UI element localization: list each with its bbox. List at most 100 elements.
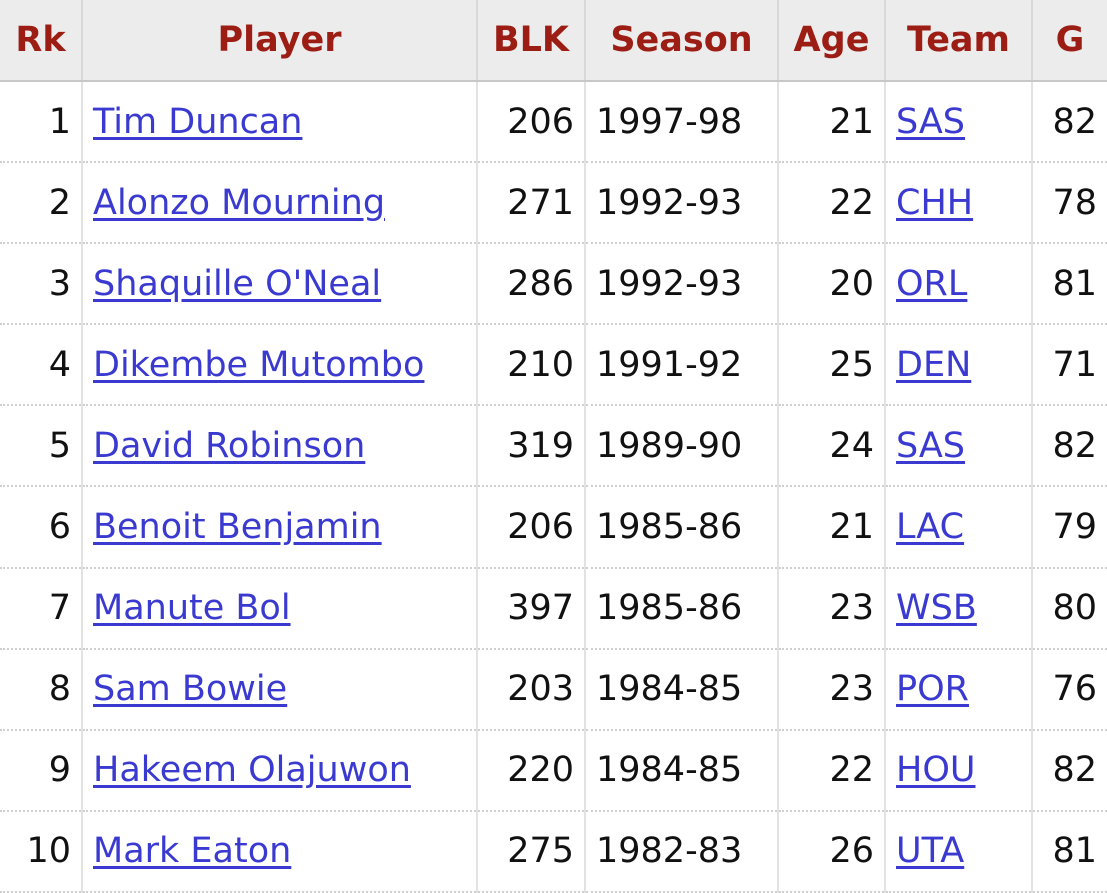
table-cell: David Robinson <box>81 405 477 488</box>
team-link[interactable]: WSB <box>896 588 977 629</box>
team-link[interactable]: LAC <box>896 507 965 548</box>
table-cell: 7 <box>0 567 82 650</box>
player-link[interactable]: Tim Duncan <box>93 101 303 142</box>
table-cell: 6 <box>0 486 82 569</box>
table-cell: LAC <box>884 486 1032 569</box>
table-row: 3 Shaquille O'Neal 286 1992-93 20 ORL 81 <box>0 243 1107 326</box>
table-cell: 26 <box>777 810 885 893</box>
column-header: Rk <box>0 0 82 82</box>
table-cell: 71 <box>1031 324 1107 407</box>
column-header: Team <box>884 0 1032 82</box>
table-body: 1 Tim Duncan 206 1997-98 21 SAS 82 2 Alonzo Mour… <box>0 81 1107 893</box>
table-cell: 1997-98 <box>584 81 778 164</box>
table-cell: 1984-85 <box>584 648 778 731</box>
player-link[interactable]: Dikembe Mutombo <box>93 344 425 385</box>
table-cell: 275 <box>476 810 585 893</box>
table-cell: UTA <box>884 810 1032 893</box>
table-cell: 76 <box>1031 648 1107 731</box>
header-row: Rk Player BLK Season Age Team G <box>0 0 1107 82</box>
table-cell: 21 <box>777 486 885 569</box>
table-cell: 4 <box>0 324 82 407</box>
table-cell: 81 <box>1031 243 1107 326</box>
table-cell: 1 <box>0 81 82 164</box>
player-link[interactable]: Manute Bol <box>93 588 291 629</box>
table-row: 10 Mark Eaton 275 1982-83 26 UTA 81 <box>0 810 1107 893</box>
team-link[interactable]: ORL <box>896 263 968 304</box>
column-header: Player <box>81 0 477 82</box>
player-link[interactable]: Shaquille O'Neal <box>93 263 382 304</box>
team-link[interactable]: POR <box>896 669 969 710</box>
table-cell: 5 <box>0 405 82 488</box>
player-link[interactable]: Sam Bowie <box>93 669 288 710</box>
table-cell: 82 <box>1031 405 1107 488</box>
team-link[interactable]: UTA <box>896 831 965 872</box>
table-cell: 79 <box>1031 486 1107 569</box>
player-link[interactable]: David Robinson <box>93 425 366 466</box>
table-cell: 397 <box>476 567 585 650</box>
table-cell: 81 <box>1031 810 1107 893</box>
table-cell: 78 <box>1031 162 1107 245</box>
table-cell: 1992-93 <box>584 243 778 326</box>
column-header: BLK <box>476 0 585 82</box>
table-cell: 1984-85 <box>584 729 778 812</box>
table-cell: 1991-92 <box>584 324 778 407</box>
table-cell: Mark Eaton <box>81 810 477 893</box>
table-cell: SAS <box>884 81 1032 164</box>
table-cell: 9 <box>0 729 82 812</box>
table-cell: DEN <box>884 324 1032 407</box>
table-row: 2 Alonzo Mourning 271 1992-93 22 CHH 78 <box>0 162 1107 245</box>
table-cell: 80 <box>1031 567 1107 650</box>
table-cell: SAS <box>884 405 1032 488</box>
table-row: 6 Benoit Benjamin 206 1985-86 21 LAC 79 <box>0 486 1107 569</box>
table-cell: 1989-90 <box>584 405 778 488</box>
table-cell: 22 <box>777 729 885 812</box>
team-link[interactable]: CHH <box>896 182 974 223</box>
table-cell: 286 <box>476 243 585 326</box>
table-cell: 20 <box>777 243 885 326</box>
table-row: 9 Hakeem Olajuwon 220 1984-85 22 HOU 82 <box>0 729 1107 812</box>
table-row: 8 Sam Bowie 203 1984-85 23 POR 76 <box>0 648 1107 731</box>
table-cell: Hakeem Olajuwon <box>81 729 477 812</box>
table-cell: 10 <box>0 810 82 893</box>
table-cell: 319 <box>476 405 585 488</box>
player-link[interactable]: Mark Eaton <box>93 831 292 872</box>
table-cell: 2 <box>0 162 82 245</box>
table-cell: 8 <box>0 648 82 731</box>
table-cell: ORL <box>884 243 1032 326</box>
table-cell: 271 <box>476 162 585 245</box>
table-cell: Manute Bol <box>81 567 477 650</box>
table-row: 1 Tim Duncan 206 1997-98 21 SAS 82 <box>0 81 1107 164</box>
team-link[interactable]: HOU <box>896 750 976 791</box>
player-link[interactable]: Alonzo Mourning <box>93 182 386 223</box>
table-cell: 206 <box>476 81 585 164</box>
team-link[interactable]: SAS <box>896 101 966 142</box>
table-cell: 22 <box>777 162 885 245</box>
table-cell: Dikembe Mutombo <box>81 324 477 407</box>
team-link[interactable]: SAS <box>896 425 966 466</box>
table-cell: Shaquille O'Neal <box>81 243 477 326</box>
column-header: G <box>1031 0 1107 82</box>
table-cell: 23 <box>777 648 885 731</box>
table-cell: 3 <box>0 243 82 326</box>
table-cell: Sam Bowie <box>81 648 477 731</box>
player-link[interactable]: Hakeem Olajuwon <box>93 750 411 791</box>
table-cell: Tim Duncan <box>81 81 477 164</box>
table-row: 4 Dikembe Mutombo 210 1991-92 25 DEN 71 <box>0 324 1107 407</box>
column-header: Age <box>777 0 885 82</box>
table-row: 7 Manute Bol 397 1985-86 23 WSB 80 <box>0 567 1107 650</box>
table-cell: 210 <box>476 324 585 407</box>
table-cell: HOU <box>884 729 1032 812</box>
team-link[interactable]: DEN <box>896 344 972 385</box>
table-cell: 1985-86 <box>584 486 778 569</box>
table-cell: 1982-83 <box>584 810 778 893</box>
table-cell: 1992-93 <box>584 162 778 245</box>
table-cell: Benoit Benjamin <box>81 486 477 569</box>
table-cell: Alonzo Mourning <box>81 162 477 245</box>
player-link[interactable]: Benoit Benjamin <box>93 507 382 548</box>
table-cell: 82 <box>1031 729 1107 812</box>
table-cell: WSB <box>884 567 1032 650</box>
table-cell: CHH <box>884 162 1032 245</box>
table-cell: 82 <box>1031 81 1107 164</box>
